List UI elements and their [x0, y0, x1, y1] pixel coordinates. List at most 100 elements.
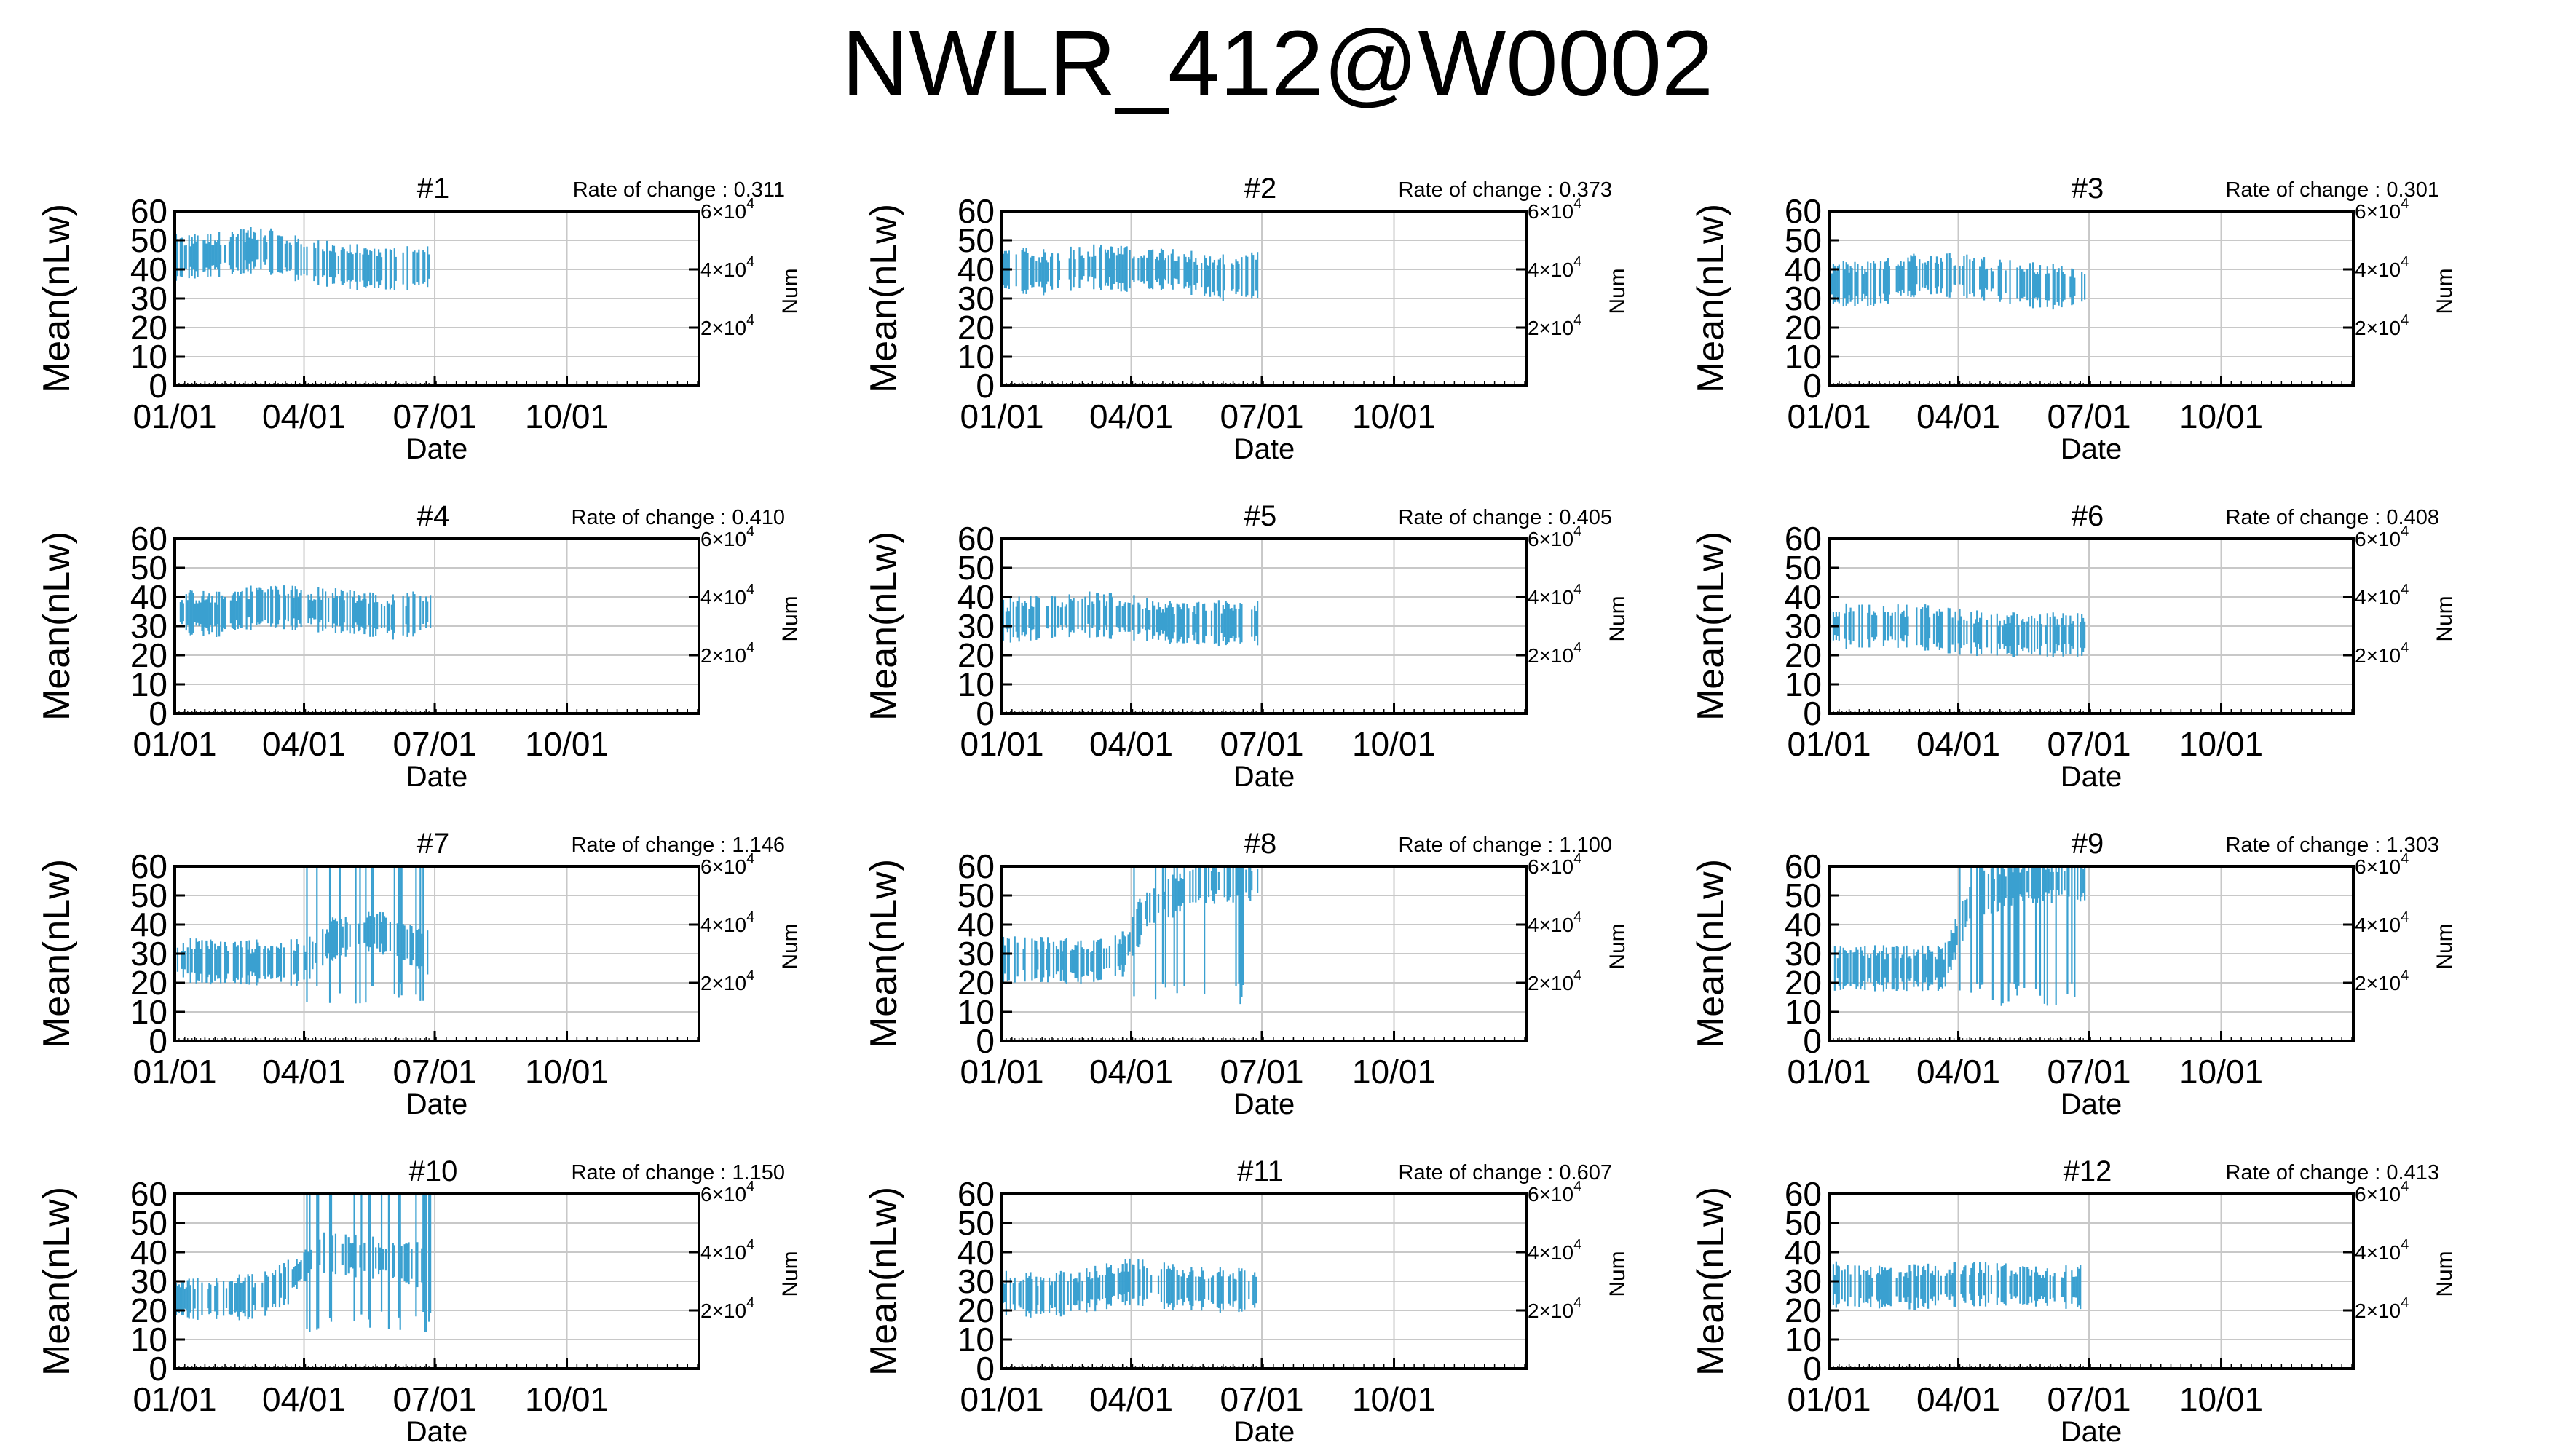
y2-tick-label: 2×104	[700, 1295, 754, 1322]
y2-tick-label: 4×104	[1528, 909, 1581, 936]
y-tick-label: 0	[149, 367, 167, 405]
data-bars	[1833, 866, 2086, 1006]
x-tick-label: 04/01	[1916, 397, 2000, 435]
y2-tick-exp: 4	[1573, 523, 1581, 539]
y-tick-label: 20	[130, 964, 167, 1002]
y2-tick-exp: 4	[2401, 1179, 2409, 1195]
y2-tick-exp: 4	[746, 968, 754, 984]
x-tick-label: 01/01	[960, 1380, 1043, 1418]
data-bars	[173, 1194, 432, 1333]
y2-axis-label: Num	[1606, 268, 1630, 314]
y-tick-label: 40	[130, 250, 167, 288]
y2-axis-label: Num	[2433, 923, 2457, 969]
y-tick-label: 10	[130, 338, 167, 376]
y2-tick-exp: 4	[2401, 909, 2409, 925]
y2-tick-exp: 4	[1573, 1179, 1581, 1195]
x-tick-label: 07/01	[1220, 725, 1303, 763]
y-tick-label: 10	[957, 1321, 995, 1358]
y-tick-label: 40	[130, 906, 167, 943]
y2-tick-label: 2×104	[2355, 640, 2409, 667]
y2-tick-label: 6×104	[2355, 1179, 2409, 1206]
x-tick-label: 01/01	[1787, 397, 1871, 435]
y2-tick-exp: 4	[746, 1295, 754, 1311]
rate-of-change: Rate of change : 1.100	[1399, 834, 1612, 857]
y2-tick-label: 6×104	[2355, 523, 2409, 550]
y2-tick-exp: 4	[1573, 909, 1581, 925]
y-tick-label: 30	[130, 607, 167, 645]
x-tick-label: 07/01	[1220, 397, 1303, 435]
y2-tick-exp: 4	[2401, 1295, 2409, 1311]
panel-title: #8	[1244, 828, 1277, 860]
y-tick-label: 30	[1785, 607, 1822, 645]
x-tick-label: 01/01	[960, 1053, 1043, 1091]
x-tick-label: 10/01	[525, 725, 609, 763]
y2-tick-label: 2×104	[700, 968, 754, 994]
x-tick-label: 07/01	[2047, 1053, 2131, 1091]
rate-of-change: Rate of change : 0.373	[1399, 178, 1612, 202]
y2-tick-exp: 4	[2401, 1237, 2409, 1253]
y-tick-label: 20	[957, 636, 995, 674]
y-tick-label: 40	[130, 1233, 167, 1271]
panel-title: #3	[2072, 173, 2104, 205]
y-tick-label: 40	[130, 578, 167, 616]
y-tick-label: 50	[957, 549, 995, 587]
y2-tick-exp: 4	[1573, 640, 1581, 656]
x-tick-label: 01/01	[960, 725, 1043, 763]
rate-of-change: Rate of change : 0.311	[573, 178, 785, 202]
y2-axis-label: Num	[1606, 1251, 1630, 1297]
x-tick-label: 04/01	[1916, 725, 2000, 763]
panel-title: #9	[2072, 828, 2104, 860]
y2-tick-label: 6×104	[700, 196, 754, 223]
y-tick-label: 50	[1785, 1204, 1822, 1242]
y2-tick-exp: 4	[2401, 851, 2409, 867]
x-tick-label: 10/01	[525, 1053, 609, 1091]
y2-tick-exp: 4	[746, 312, 754, 328]
x-tick-label: 10/01	[2179, 397, 2263, 435]
x-tick-label: 01/01	[133, 1380, 216, 1418]
x-tick-label: 07/01	[2047, 1380, 2131, 1418]
y2-tick-exp: 4	[1573, 582, 1581, 598]
y-tick-label: 60	[130, 520, 167, 558]
x-tick-label: 01/01	[1787, 1053, 1871, 1091]
x-tick-label: 01/01	[133, 397, 216, 435]
y2-axis-label: Num	[2433, 268, 2457, 314]
y-tick-label: 20	[1785, 1291, 1822, 1329]
x-tick-label: 10/01	[2179, 1380, 2263, 1418]
y2-tick-label: 6×104	[1528, 523, 1581, 550]
y-tick-label: 10	[1785, 1321, 1822, 1358]
y-tick-label: 60	[130, 847, 167, 885]
y2-tick-label: 6×104	[700, 1179, 754, 1206]
y2-tick-label: 6×104	[1528, 1179, 1581, 1206]
y-tick-label: 0	[976, 1350, 995, 1388]
y2-tick-label: 4×104	[700, 909, 754, 936]
x-axis-label: Date	[2061, 761, 2122, 793]
panel-title: #5	[1244, 500, 1277, 532]
y2-tick-exp: 4	[1573, 254, 1581, 270]
y2-tick-exp: 4	[1573, 312, 1581, 328]
x-tick-label: 10/01	[2179, 1053, 2263, 1091]
y2-axis-label: Num	[2433, 596, 2457, 641]
y2-tick-label: 2×104	[700, 640, 754, 667]
x-tick-label: 04/01	[262, 725, 346, 763]
panel-title: #6	[2072, 500, 2104, 532]
y-tick-label: 40	[957, 906, 995, 943]
data-bars	[1000, 1258, 1257, 1318]
x-tick-label: 07/01	[1220, 1053, 1303, 1091]
y2-tick-exp: 4	[2401, 254, 2409, 270]
y2-axis-label: Num	[778, 923, 802, 969]
y-axis-label: Mean(nLw)	[36, 859, 78, 1048]
data-bars	[1828, 1261, 2082, 1310]
y2-tick-exp: 4	[746, 582, 754, 598]
y-tick-label: 20	[1785, 964, 1822, 1002]
rate-of-change: Rate of change : 0.607	[1399, 1161, 1612, 1184]
y2-tick-exp: 4	[2401, 968, 2409, 984]
y-tick-label: 50	[957, 877, 995, 914]
y-tick-label: 30	[130, 935, 167, 973]
x-tick-label: 01/01	[133, 1053, 216, 1091]
y-tick-label: 50	[1785, 877, 1822, 914]
x-tick-label: 10/01	[1352, 1380, 1436, 1418]
y-axis-label: Mean(nLw)	[863, 204, 905, 393]
y2-tick-label: 2×104	[1528, 968, 1581, 994]
